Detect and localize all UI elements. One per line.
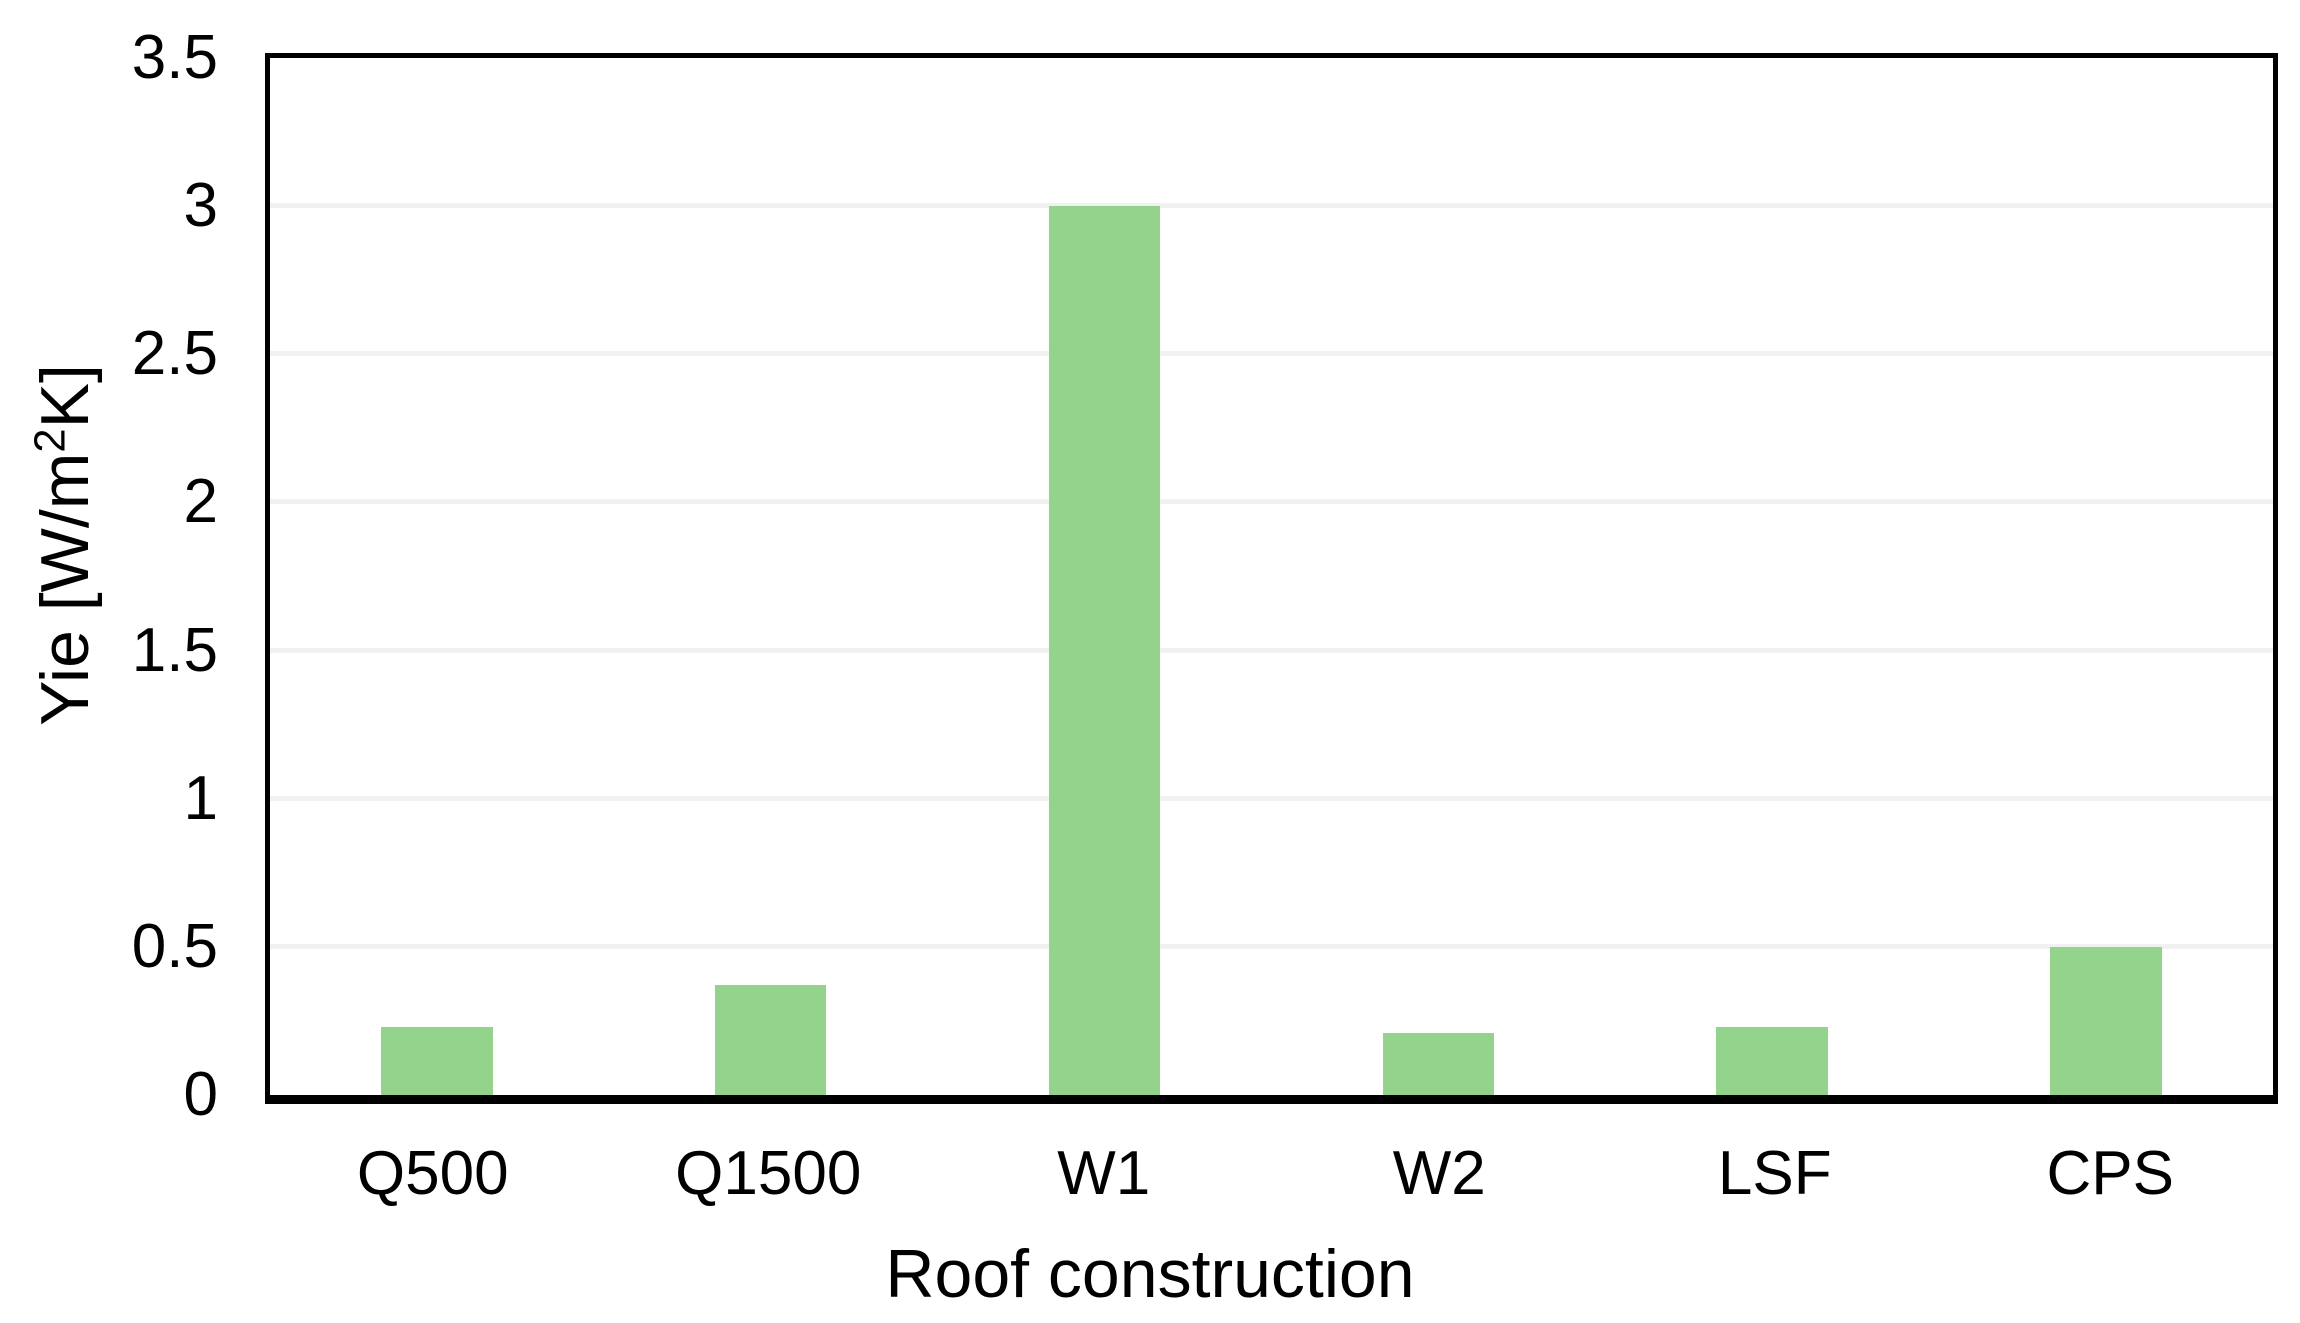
bar-cps xyxy=(2050,946,2162,1095)
x-axis-label-lsf: LSF xyxy=(1717,1139,1832,1208)
y-tick-label: 1 xyxy=(183,763,218,833)
y-tick-label: 3 xyxy=(183,171,218,241)
x-axis-label-q500: Q500 xyxy=(356,1139,509,1208)
gridline xyxy=(270,795,2273,801)
bar-slot-w2 xyxy=(1271,58,1605,1095)
gridline xyxy=(270,203,2273,209)
plot-area xyxy=(265,53,2278,1104)
y-tick-label: 2 xyxy=(183,467,218,537)
bar-w1 xyxy=(1048,206,1161,1095)
y-axis-tick-labels: 0 0.5 1 1.5 2 2.5 3 3.5 xyxy=(0,27,218,1126)
bar-slot-w1 xyxy=(938,58,1272,1095)
x-axis-label-w1: W1 xyxy=(1057,1139,1151,1208)
y-tick-label: 2.5 xyxy=(131,319,218,389)
gridline xyxy=(270,499,2273,505)
bar-slot-lsf xyxy=(1605,58,1939,1095)
x-axis-tick-labels: Q500 Q1500 W1 W2 LSF CPS xyxy=(265,1143,2278,1223)
bar-slot-cps xyxy=(1939,58,2273,1095)
x-axis-label-cps: CPS xyxy=(2046,1139,2174,1208)
y-tick-label: 0 xyxy=(183,1060,218,1129)
gridline xyxy=(270,647,2273,653)
bar-q1500 xyxy=(715,985,827,1095)
bars xyxy=(270,58,2273,1095)
x-axis-title: Roof construction xyxy=(885,1236,1415,1312)
gridline xyxy=(270,943,2273,949)
bar-slot-q1500 xyxy=(604,58,938,1095)
bar-lsf xyxy=(1716,1026,1828,1095)
y-tick-label: 0.5 xyxy=(131,911,218,981)
plot-inner xyxy=(270,58,2273,1095)
x-axis-label-w2: W2 xyxy=(1392,1139,1486,1208)
gridline xyxy=(270,351,2273,357)
bar-slot-q500 xyxy=(270,58,604,1095)
y-tick-label: 3.5 xyxy=(131,23,218,92)
y-tick-label: 1.5 xyxy=(131,615,218,685)
bar-w2 xyxy=(1382,1032,1495,1095)
bar-q500 xyxy=(381,1026,493,1095)
x-axis-label-q1500: Q1500 xyxy=(675,1139,862,1208)
